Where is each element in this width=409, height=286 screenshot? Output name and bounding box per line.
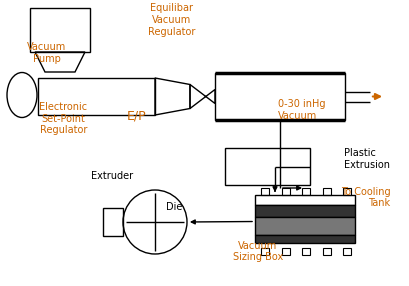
Bar bbox=[255, 235, 355, 243]
Bar bbox=[225, 148, 310, 185]
Text: Die: Die bbox=[166, 202, 182, 212]
Text: To Cooling
Tank: To Cooling Tank bbox=[341, 186, 391, 208]
Bar bbox=[255, 217, 355, 235]
Text: Equilibar
Vacuum
Regulator: Equilibar Vacuum Regulator bbox=[148, 3, 196, 37]
Bar bbox=[255, 205, 355, 217]
Bar bbox=[343, 248, 351, 255]
Bar bbox=[343, 188, 351, 195]
Bar bbox=[261, 248, 269, 255]
Bar bbox=[281, 248, 290, 255]
Text: Electronic
Set-Point
Regulator: Electronic Set-Point Regulator bbox=[39, 102, 88, 135]
Text: 0-30 inHg
Vacuum: 0-30 inHg Vacuum bbox=[278, 99, 326, 121]
Bar bbox=[323, 188, 330, 195]
Bar bbox=[255, 195, 355, 205]
Text: Vacuum
Pump: Vacuum Pump bbox=[27, 42, 67, 64]
Bar bbox=[215, 73, 345, 120]
Bar bbox=[302, 248, 310, 255]
Text: E/P: E/P bbox=[127, 109, 147, 122]
Bar bbox=[323, 248, 330, 255]
Bar bbox=[302, 188, 310, 195]
Bar bbox=[281, 188, 290, 195]
Bar bbox=[103, 208, 123, 236]
Text: Vacuum
Sizing Box: Vacuum Sizing Box bbox=[233, 241, 283, 263]
Text: Extruder: Extruder bbox=[92, 171, 133, 181]
Bar bbox=[261, 188, 269, 195]
Bar bbox=[38, 78, 155, 115]
Text: Plastic
Extrusion: Plastic Extrusion bbox=[344, 148, 389, 170]
Bar bbox=[30, 8, 90, 52]
